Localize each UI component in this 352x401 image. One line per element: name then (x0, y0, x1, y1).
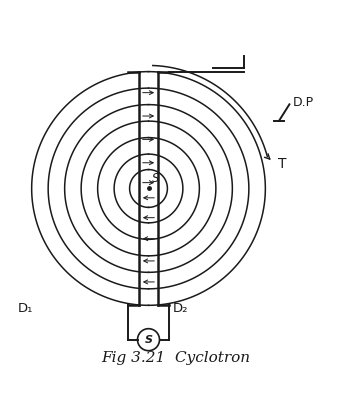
Text: D₁: D₁ (18, 302, 33, 315)
Text: D.P: D.P (293, 96, 314, 109)
Text: S: S (145, 335, 152, 345)
Text: Fig 3.21  Cyclotron: Fig 3.21 Cyclotron (101, 351, 251, 365)
Text: S: S (152, 172, 159, 185)
Text: T: T (278, 156, 286, 170)
Text: D₂: D₂ (172, 302, 188, 315)
